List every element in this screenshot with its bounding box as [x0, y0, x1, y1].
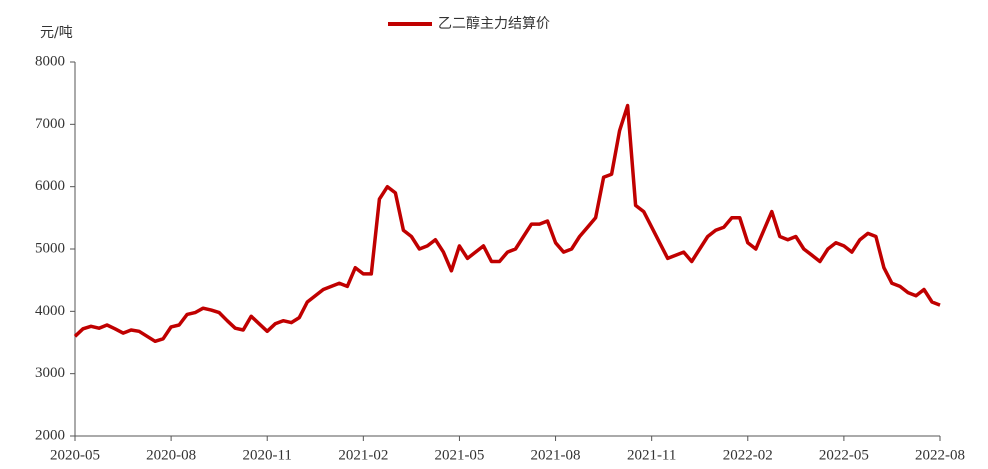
x-tick-label: 2020-05: [50, 447, 100, 463]
y-tick-label: 8000: [35, 53, 65, 69]
y-tick-label: 5000: [35, 240, 65, 256]
x-tick-label: 2021-08: [531, 447, 581, 463]
x-tick-label: 2021-11: [627, 447, 676, 463]
y-tick-label: 6000: [35, 178, 65, 194]
y-tick-label: 2000: [35, 427, 65, 443]
legend-label: 乙二醇主力结算价: [438, 15, 550, 32]
x-tick-label: 2020-08: [146, 447, 196, 463]
x-tick-label: 2022-05: [819, 447, 869, 463]
x-tick-label: 2022-08: [915, 447, 965, 463]
line-series: [73, 103, 941, 344]
x-tick-label: 2021-05: [434, 447, 484, 463]
y-tick-label: 7000: [35, 116, 65, 132]
x-tick-label: 2020-11: [242, 447, 291, 463]
x-tick-label: 2021-02: [338, 447, 388, 463]
x-tick-label: 2022-02: [723, 447, 773, 463]
y-tick-label: 3000: [35, 365, 65, 381]
y-axis-label: 元/吨: [40, 25, 73, 41]
y-tick-label: 4000: [35, 303, 65, 319]
